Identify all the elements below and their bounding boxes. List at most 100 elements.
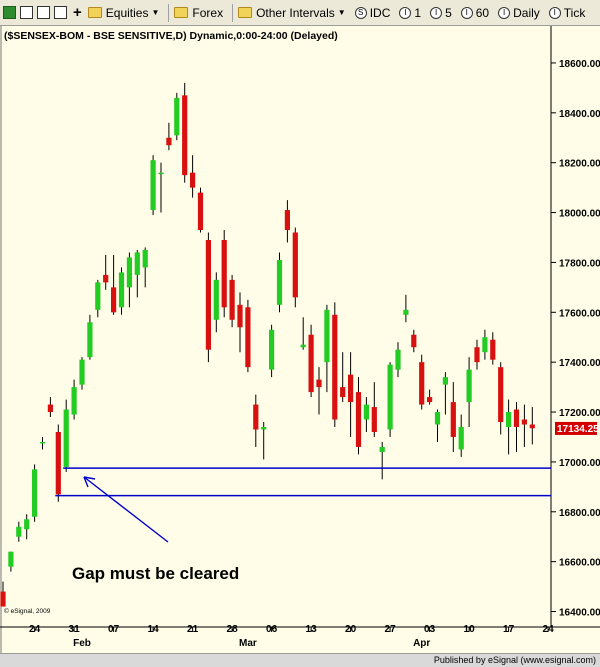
candle-body — [419, 362, 425, 405]
candle — [324, 304, 330, 393]
candle-body — [395, 349, 401, 370]
candle-body — [442, 377, 448, 385]
candle-body — [95, 282, 101, 310]
day-label: 21 — [187, 624, 199, 635]
other-intervals-menu[interactable]: Other Intervals ▼ — [238, 6, 346, 20]
candle — [348, 352, 354, 437]
page-icon[interactable] — [20, 6, 33, 19]
candle — [158, 162, 164, 213]
equities-label: Equities — [105, 5, 149, 20]
candle — [529, 407, 535, 445]
other-intervals-label: Other Intervals — [256, 5, 335, 20]
candle — [237, 292, 243, 353]
candle-body — [427, 397, 433, 403]
time-labels: 24 31 07 14 21 28 06 13 20 27 03 10 17 24 Feb Mar Apr — [29, 624, 554, 649]
candle — [411, 329, 417, 353]
annotation-text: Gap must be cleared — [72, 564, 239, 583]
price-chart[interactable]: 16400.00 16600.00 16800.00 17000.00 17200.00… — [0, 26, 600, 653]
copy-icon[interactable] — [54, 6, 67, 19]
clock-icon[interactable]: S — [354, 6, 367, 19]
candle — [292, 227, 298, 308]
interval-5-button[interactable]: 5 — [445, 5, 452, 20]
candle — [474, 339, 480, 370]
candle-body — [450, 402, 456, 437]
candle — [308, 324, 314, 398]
candle — [387, 362, 393, 437]
folder-icon — [174, 7, 189, 18]
candle — [340, 352, 346, 403]
candle — [419, 354, 425, 410]
forex-label: Forex — [192, 5, 224, 20]
candle-body — [529, 424, 535, 429]
price-tick-label: 17800.00 — [559, 258, 600, 269]
equities-menu[interactable]: Equities ▼ — [87, 5, 159, 20]
candle — [498, 362, 504, 435]
candles — [0, 82, 535, 607]
candle-body — [182, 95, 188, 176]
candle — [521, 404, 527, 447]
candle — [79, 357, 85, 390]
chart-background — [0, 26, 600, 653]
month-label: Mar — [239, 638, 257, 649]
candle — [355, 377, 362, 455]
candle-body — [197, 192, 204, 231]
candle-body — [308, 334, 314, 393]
candle — [197, 187, 204, 233]
grid-icon[interactable] — [37, 6, 50, 19]
candle — [332, 302, 338, 428]
candle — [166, 122, 172, 151]
candle — [32, 464, 38, 522]
candle-body — [458, 427, 464, 450]
candle-body — [363, 404, 369, 420]
tick-button[interactable]: Tick — [563, 5, 586, 20]
candle — [16, 521, 22, 542]
candle — [490, 332, 496, 365]
price-tick-label: 17600.00 — [559, 308, 600, 319]
day-label: 17 — [503, 624, 515, 635]
candle-body — [292, 232, 298, 298]
candle-body — [387, 364, 393, 430]
interval-60-button[interactable]: 60 — [475, 5, 490, 20]
candle-body — [103, 274, 109, 283]
candle — [371, 382, 377, 437]
forex-menu[interactable]: Forex — [174, 6, 223, 20]
footer-credit: Published by eSignal (www.esignal.com) — [433, 655, 596, 665]
candle — [150, 155, 156, 216]
chart-area[interactable]: 16400.00 16600.00 16800.00 17000.00 17200.00… — [0, 26, 600, 653]
separator — [168, 3, 170, 22]
price-tick-label: 16400.00 — [559, 608, 600, 619]
candle — [47, 397, 53, 418]
candle — [63, 399, 69, 472]
candle-body — [126, 257, 132, 288]
candle — [87, 314, 93, 360]
add-icon[interactable]: + — [73, 4, 82, 21]
candle-body — [284, 210, 290, 231]
candle — [434, 409, 441, 442]
candle-body — [411, 334, 417, 348]
folder-icon — [87, 7, 102, 18]
interval-icon: I — [430, 6, 443, 19]
candle — [55, 424, 61, 502]
candle-body — [276, 259, 283, 305]
day-label: 20 — [345, 624, 357, 635]
candle-body — [521, 419, 527, 425]
last-price-marker: 17134.25 — [555, 421, 599, 435]
candle-body — [269, 329, 275, 370]
candle — [300, 317, 306, 350]
candle-body — [506, 412, 512, 428]
chart-icon[interactable] — [3, 6, 16, 19]
daily-button[interactable]: Daily — [513, 5, 540, 20]
interval-1-button[interactable]: 1 — [414, 5, 422, 20]
idc-button[interactable]: IDC — [369, 5, 391, 20]
candle-body — [229, 279, 235, 320]
candle-body — [16, 526, 22, 537]
day-label: 24 — [29, 624, 41, 635]
footer: Published by eSignal (www.esignal.com) — [0, 653, 600, 667]
price-tick-label: 18600.00 — [559, 59, 600, 70]
candle-body — [134, 252, 140, 275]
candle — [506, 399, 512, 455]
candle — [466, 357, 472, 428]
price-tick-label: 18200.00 — [559, 159, 600, 170]
candle-body — [348, 374, 354, 403]
candle — [39, 436, 46, 450]
